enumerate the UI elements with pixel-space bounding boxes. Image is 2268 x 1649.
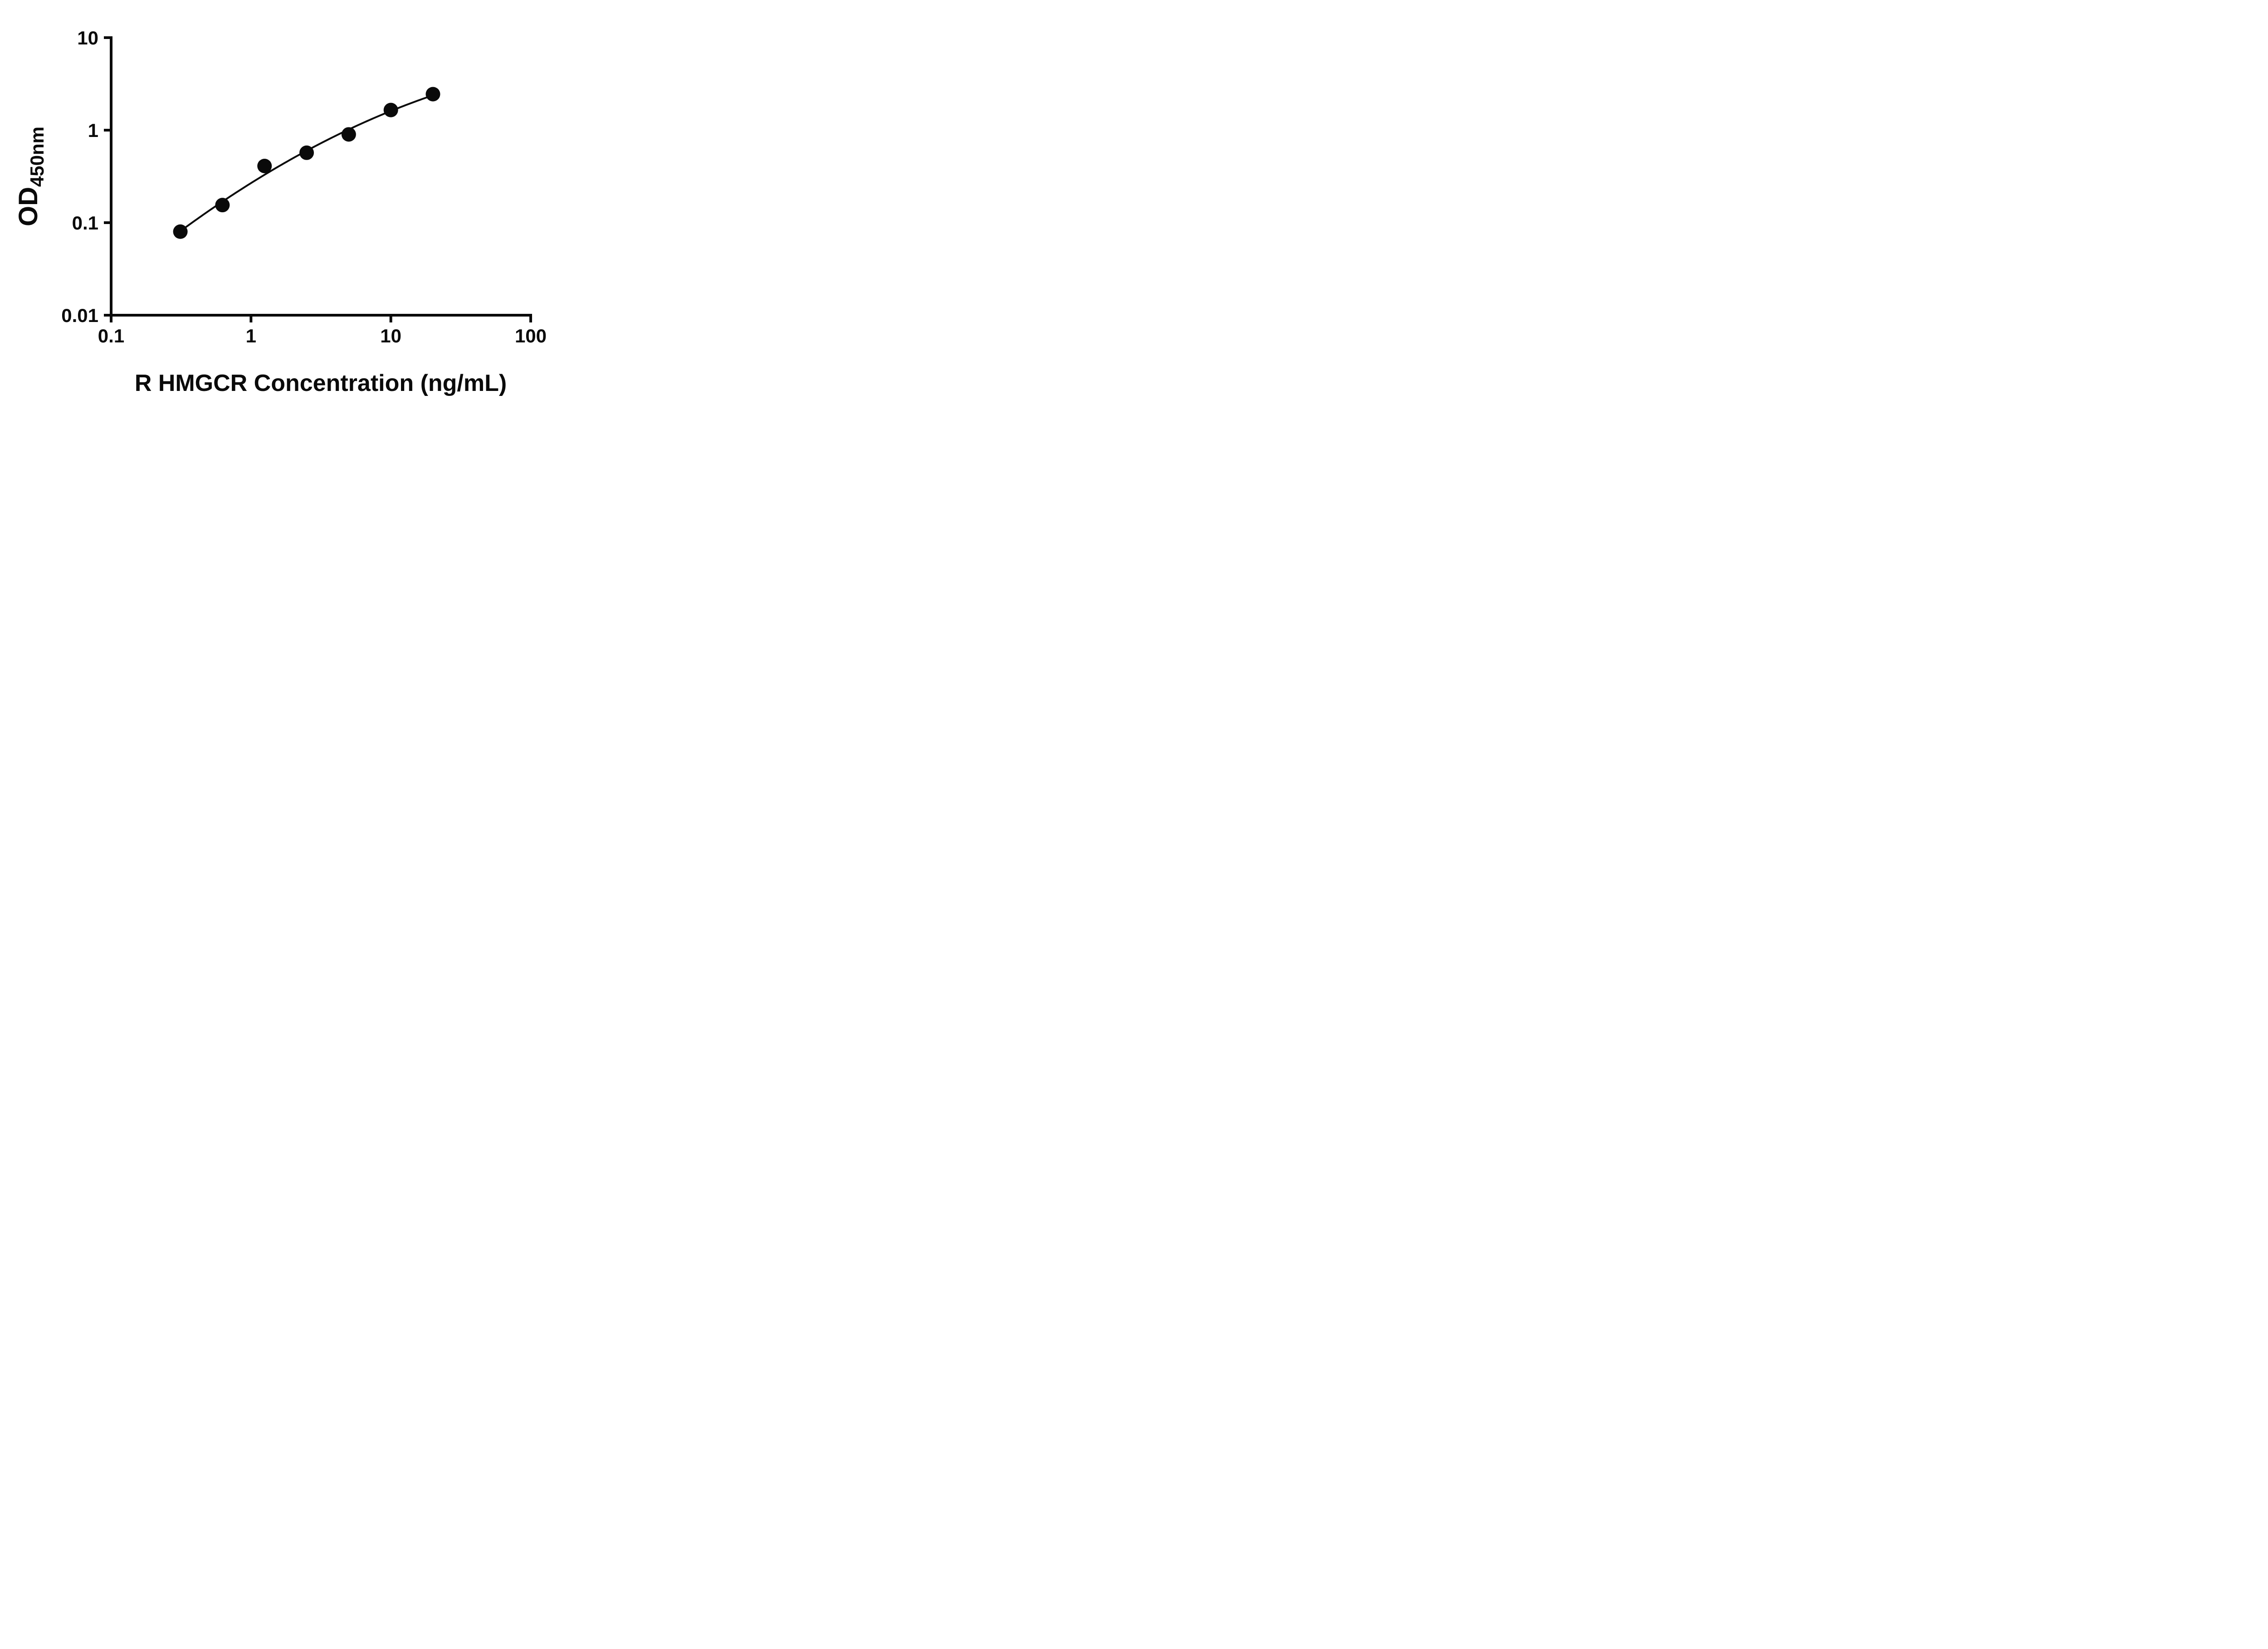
x-tick-label: 100 bbox=[515, 325, 547, 346]
axis-spine bbox=[110, 36, 532, 317]
data-point bbox=[215, 198, 230, 213]
y-tick-label: 0.1 bbox=[72, 212, 98, 234]
data-point bbox=[341, 127, 356, 142]
y-tick-label: 0.01 bbox=[61, 305, 98, 326]
x-axis-title: R HMGCR Concentration (ng/mL) bbox=[135, 370, 507, 396]
y-axis-title-main: OD bbox=[14, 187, 43, 226]
data-point bbox=[173, 224, 188, 239]
y-axis-title-subscript: 450nm bbox=[26, 127, 48, 187]
x-tick-label: 10 bbox=[380, 325, 401, 346]
x-tick-label: 0.1 bbox=[98, 325, 124, 346]
data-point bbox=[257, 158, 272, 173]
elisa-standard-curve-figure: 0.1 1 10 100 0.01 0.1 1 10 R HMGCR Concentratio… bbox=[0, 0, 583, 412]
y-axis-title: OD450nm bbox=[14, 127, 48, 226]
data-point bbox=[383, 102, 398, 117]
x-tick-label: 1 bbox=[246, 325, 256, 346]
data-point bbox=[299, 145, 314, 160]
y-tick-label: 10 bbox=[77, 27, 98, 49]
y-tick-label: 1 bbox=[88, 120, 98, 141]
data-point bbox=[425, 87, 440, 102]
